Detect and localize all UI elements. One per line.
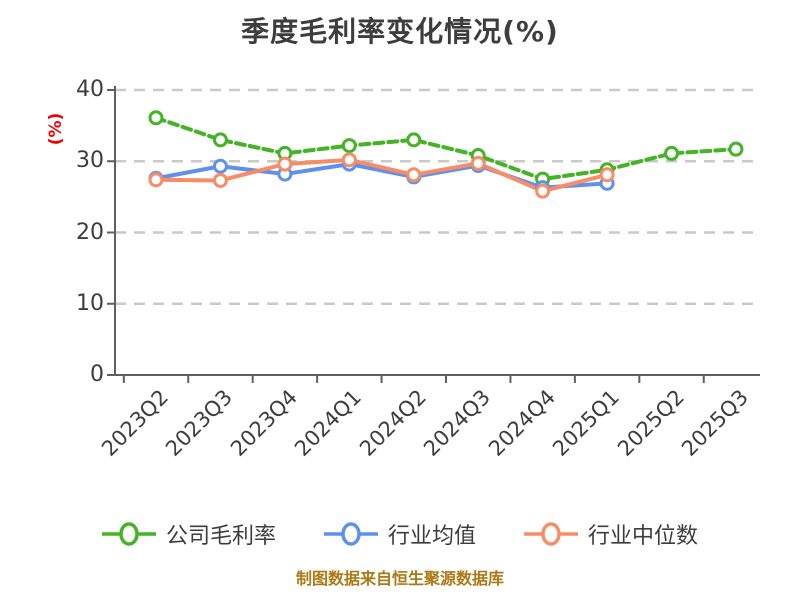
y-tick-label: 30 <box>76 148 104 174</box>
legend-item-industry-median: 行业中位数 <box>524 518 698 550</box>
industry-median-marker <box>212 172 228 188</box>
company-margin-marker <box>212 132 228 148</box>
industry-median-marker <box>470 155 486 171</box>
industry-mean-legend-marker-icon <box>323 522 378 546</box>
industry-median-marker <box>599 167 615 183</box>
legend: 公司毛利率 行业均值 行业中位数 <box>0 518 800 550</box>
industry-median-marker <box>535 183 551 199</box>
industry-median-marker <box>406 167 422 183</box>
legend-label: 公司毛利率 <box>165 524 276 549</box>
y-axis-label: (%) <box>46 112 66 146</box>
y-tick-label: 10 <box>76 290 104 316</box>
industry-median-legend-marker-icon <box>524 522 578 546</box>
legend-label: 行业均值 <box>387 524 476 549</box>
industry-median-line <box>154 157 610 194</box>
y-tick-label: 0 <box>90 362 104 387</box>
industry-median-marker <box>277 156 293 172</box>
legend-item-industry-mean: 行业均值 <box>323 518 476 550</box>
company-margin-marker <box>406 132 422 148</box>
legend-item-company-margin: 公司毛利率 <box>101 518 276 550</box>
industry-median-marker <box>148 172 164 188</box>
company-margin-marker <box>728 141 744 157</box>
y-tick-label: 40 <box>76 77 104 102</box>
company-margin-line <box>154 115 738 182</box>
industry-mean-line <box>154 162 610 190</box>
legend-label: 行业中位数 <box>588 524 699 549</box>
data-source-note: 制图数据来自恒生聚源数据库 <box>295 569 504 588</box>
industry-mean-marker <box>212 158 228 174</box>
chart-title: 季度毛利率变化情况(%) <box>241 15 559 48</box>
y-tick-label: 20 <box>76 219 104 245</box>
company-margin-marker <box>148 110 164 126</box>
industry-median-marker <box>341 152 357 168</box>
company-margin-marker <box>664 145 680 161</box>
company-margin-legend-marker-icon <box>101 522 156 546</box>
company-margin-marker <box>341 138 357 154</box>
